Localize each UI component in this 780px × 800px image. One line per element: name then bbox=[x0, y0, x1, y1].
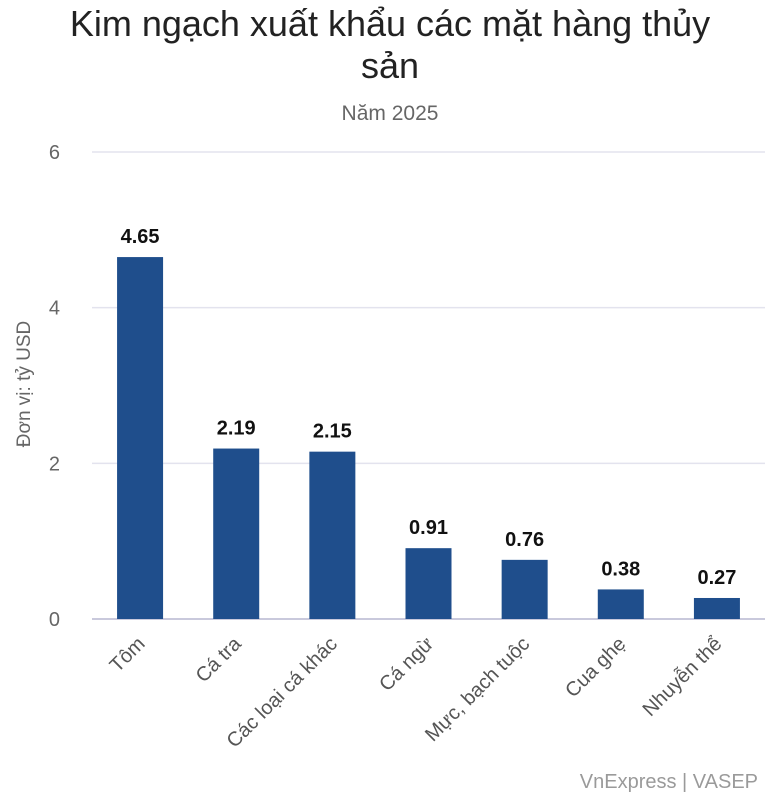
data-label: 2.15 bbox=[313, 421, 352, 443]
x-tick-label: Nhuyễn thể bbox=[638, 632, 727, 721]
x-tick-label: Cá tra bbox=[192, 632, 247, 687]
y-tick-label: 0 bbox=[49, 609, 60, 631]
y-tick-label: 2 bbox=[49, 453, 60, 475]
bar bbox=[501, 559, 548, 619]
y-axis-label: Đơn vị: tỷ USD bbox=[14, 321, 35, 447]
x-tick-label: Cua ghẹ bbox=[561, 633, 630, 702]
y-tick-label: 4 bbox=[49, 298, 60, 320]
y-tick-labels: 0 2 4 6 bbox=[49, 142, 60, 631]
data-label: 2.19 bbox=[217, 418, 256, 440]
bar bbox=[309, 451, 356, 619]
data-label: 0.38 bbox=[601, 558, 640, 580]
bar bbox=[597, 589, 644, 619]
x-tick-label: Tôm bbox=[106, 633, 150, 677]
data-label: 0.76 bbox=[505, 529, 544, 551]
data-labels: 4.65 2.19 2.15 0.91 0.76 0.38 0.27 bbox=[121, 226, 737, 589]
chart-title-line-1: Kim ngạch xuất khẩu các mặt hàng thủy bbox=[70, 3, 710, 44]
chart-title-line-2: sản bbox=[361, 45, 419, 86]
chart-subtitle: Năm 2025 bbox=[342, 102, 439, 125]
y-tick-label: 6 bbox=[49, 142, 60, 164]
data-label: 0.27 bbox=[697, 567, 736, 589]
bar bbox=[117, 257, 164, 619]
bar bbox=[213, 448, 260, 619]
bar bbox=[693, 597, 740, 619]
source-credit: VnExpress | VASEP bbox=[580, 771, 758, 793]
data-label: 4.65 bbox=[121, 226, 160, 248]
x-tick-label: Cá ngừ bbox=[375, 633, 438, 696]
bar bbox=[405, 548, 452, 619]
bars bbox=[117, 257, 740, 619]
x-tick-label: Mực, bạch tuộc bbox=[421, 633, 534, 746]
data-label: 0.91 bbox=[409, 517, 448, 539]
